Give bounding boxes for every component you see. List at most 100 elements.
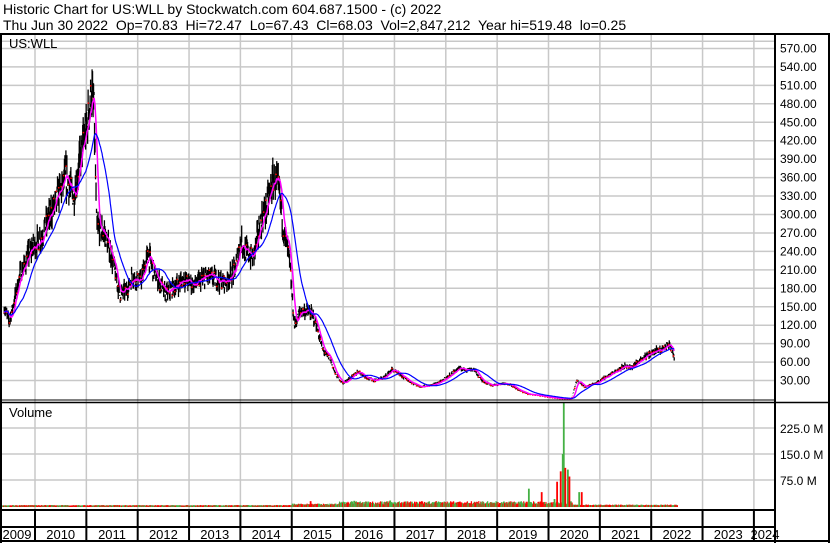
close-marker xyxy=(117,285,119,287)
close-marker xyxy=(527,393,529,396)
close-marker xyxy=(581,384,583,387)
close-marker xyxy=(220,287,223,289)
year-label: 2021 xyxy=(611,527,640,542)
close-marker xyxy=(90,85,92,87)
long-moving-average-line xyxy=(3,132,675,399)
price-tick-label: 480.00 xyxy=(780,97,817,111)
price-tick-label: 270.00 xyxy=(780,226,817,240)
close-marker xyxy=(178,281,181,284)
close-marker xyxy=(137,273,139,275)
close-marker xyxy=(302,308,304,310)
close-marker xyxy=(662,345,665,347)
price-tick-label: 210.00 xyxy=(780,263,817,277)
close-marker xyxy=(250,247,253,249)
close-marker xyxy=(299,312,302,314)
close-marker xyxy=(635,361,638,363)
close-marker xyxy=(127,293,129,296)
close-marker xyxy=(438,381,440,384)
volume-bar xyxy=(480,501,482,507)
year-label: 2017 xyxy=(406,527,435,542)
close-marker xyxy=(339,380,341,382)
year-label: 2020 xyxy=(560,527,589,542)
chart-frame xyxy=(0,33,830,543)
price-tick-label: 180.00 xyxy=(780,281,817,295)
close-marker xyxy=(48,214,50,217)
price-tick-label: 120.00 xyxy=(780,318,817,332)
close-marker xyxy=(297,317,299,320)
close-marker xyxy=(287,246,290,249)
close-marker xyxy=(97,223,100,225)
volume-bar xyxy=(398,501,400,507)
close-marker xyxy=(292,312,295,314)
price-tick-label: 360.00 xyxy=(780,171,817,185)
price-axis: 570.00 540.00 510.00 480.00 450.00 420.00 390.… xyxy=(780,41,817,387)
close-marker xyxy=(211,271,213,274)
year-label: 2016 xyxy=(354,527,383,542)
close-marker xyxy=(366,378,369,380)
close-marker xyxy=(186,275,188,277)
close-marker xyxy=(418,385,420,388)
close-marker xyxy=(223,275,225,278)
close-marker xyxy=(448,375,450,377)
volume-spike-bar xyxy=(556,481,559,507)
close-marker xyxy=(23,262,25,265)
close-marker xyxy=(618,368,620,371)
close-marker xyxy=(519,390,522,392)
close-marker xyxy=(112,258,114,261)
year-label: 2012 xyxy=(149,527,178,542)
volume-spike-bar xyxy=(559,471,562,507)
close-marker xyxy=(648,351,650,354)
close-marker xyxy=(391,367,393,370)
close-marker xyxy=(633,364,635,367)
price-tick-label: 240.00 xyxy=(780,244,817,258)
year-label: 2014 xyxy=(252,527,281,542)
volume-bar xyxy=(443,501,445,507)
close-marker xyxy=(615,369,618,372)
year-label: 2023 xyxy=(714,527,743,542)
close-marker xyxy=(191,286,193,289)
quote-line: Thu Jun 30 2022 Op=70.83 Hi=72.47 Lo=67.… xyxy=(3,17,627,33)
close-marker xyxy=(174,290,176,293)
year-label: 2019 xyxy=(508,527,537,542)
price-tick-label: 570.00 xyxy=(780,41,817,55)
close-marker xyxy=(183,283,186,285)
close-marker xyxy=(480,377,482,380)
close-marker xyxy=(245,244,248,246)
close-marker xyxy=(58,186,60,189)
close-marker xyxy=(75,195,77,197)
close-marker xyxy=(272,189,275,191)
close-marker xyxy=(65,165,67,167)
close-marker xyxy=(490,384,492,387)
volume-bar xyxy=(383,501,386,507)
close-marker xyxy=(171,294,174,297)
volume-spike-bar xyxy=(553,499,556,507)
close-marker xyxy=(396,371,398,373)
volume-bar xyxy=(459,501,461,507)
close-marker xyxy=(277,176,280,178)
price-tick-label: 150.00 xyxy=(780,300,817,314)
close-marker xyxy=(134,280,137,282)
close-marker xyxy=(102,235,104,237)
volume-spike-bar xyxy=(562,403,565,507)
year-label: 2010 xyxy=(46,527,75,542)
close-marker xyxy=(216,285,218,288)
close-marker xyxy=(107,241,109,243)
year-label: 2015 xyxy=(303,527,332,542)
close-marker xyxy=(53,197,55,200)
close-marker xyxy=(667,343,670,346)
price-tick-label: 390.00 xyxy=(780,152,817,166)
close-marker xyxy=(201,274,203,277)
volume-tick-label: 150.0 M xyxy=(780,448,823,462)
close-marker xyxy=(11,311,13,313)
symbol-label: US:WLL xyxy=(9,36,57,51)
close-marker xyxy=(401,376,403,379)
price-tick-label: 300.00 xyxy=(780,208,817,222)
close-marker xyxy=(144,264,146,267)
gridlines xyxy=(0,35,775,510)
close-marker xyxy=(25,255,28,258)
year-label: 2024 xyxy=(751,527,780,542)
volume-bar xyxy=(676,505,678,507)
close-marker xyxy=(203,274,206,277)
close-marker xyxy=(55,190,58,193)
close-marker xyxy=(225,282,228,284)
